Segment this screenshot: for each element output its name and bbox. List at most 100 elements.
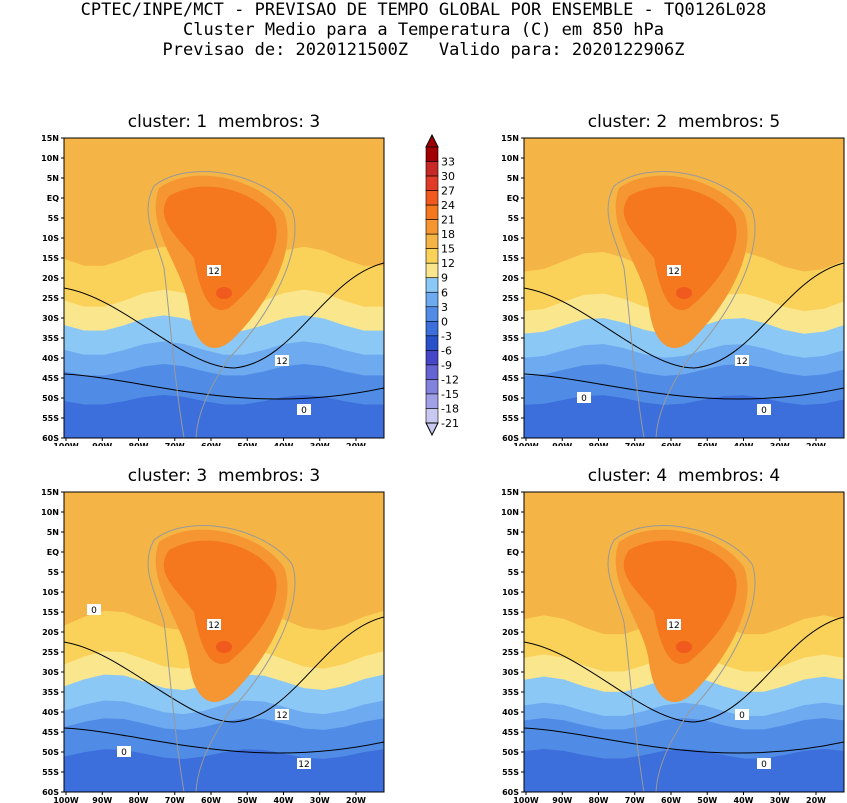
y-tick-label: 30S <box>42 314 59 323</box>
x-tick-label: 30W <box>310 442 330 446</box>
colorbar-bottom-arrow <box>425 422 439 437</box>
colorbar-swatch <box>425 146 439 162</box>
y-tick-label: 10N <box>501 508 519 517</box>
map-frame <box>63 137 385 439</box>
colorbar-label: -21 <box>441 417 459 430</box>
y-tick-label: 55S <box>42 768 59 777</box>
svg-text:12: 12 <box>276 357 287 367</box>
colorbar-label: 27 <box>441 185 455 198</box>
y-tick-label: 10S <box>42 234 59 243</box>
colorbar-swatch <box>425 204 439 220</box>
x-tick-label: 60W <box>201 442 221 446</box>
warm-region-21 <box>623 540 737 664</box>
x-tick-label: 40W <box>274 796 294 803</box>
y-tick-label: 15S <box>42 254 59 263</box>
svg-text:12: 12 <box>668 621 679 631</box>
y-tick-label: 10N <box>41 154 59 163</box>
colorbar-label: 15 <box>441 243 455 256</box>
colorbar-swatch <box>425 350 439 366</box>
colorbar-swatch <box>425 219 439 235</box>
y-tick-label: 55S <box>502 414 519 423</box>
svg-text:0: 0 <box>121 748 127 758</box>
map-panel-4: 12 0 0 15N 10N 5N EQ 5S 10S 15S 20S 25S 30S 35S 40S 45S… <box>501 488 845 803</box>
colorbar-label: -9 <box>441 359 452 372</box>
y-tick-label: 60S <box>502 434 519 443</box>
y-tick-label: 45S <box>502 728 519 737</box>
y-tick-label: EQ <box>47 548 59 557</box>
colorbar-label: 30 <box>441 170 455 183</box>
x-tick-label: 90W <box>92 796 112 803</box>
colorbar-swatch <box>425 175 439 191</box>
colorbar-swatch <box>425 233 439 249</box>
contour-label: 0 <box>87 604 101 616</box>
colorbar-label: 18 <box>441 228 455 241</box>
map-panel-1: 12 12 0 15N 10N 5N EQ 5S 10S 15S 20S 25S 30S 35S 40S 45… <box>41 134 385 446</box>
x-tick-label: 20W <box>346 796 366 803</box>
y-tick-label: 30S <box>502 668 519 677</box>
x-tick-label: 70W <box>625 796 645 803</box>
y-tick-label: 25S <box>42 648 59 657</box>
y-tick-label: 25S <box>42 294 59 303</box>
contour-label: 12 <box>735 355 749 367</box>
svg-text:12: 12 <box>298 760 309 770</box>
y-tick-label: 15S <box>502 254 519 263</box>
contour-label: 12 <box>667 619 681 631</box>
colorbar-swatch <box>425 393 439 409</box>
x-tick-label: 30W <box>770 442 790 446</box>
colorbar-label: -12 <box>441 373 459 386</box>
x-tick-label: 20W <box>346 442 366 446</box>
y-tick-label: 5N <box>507 174 519 183</box>
y-tick-label: 15S <box>502 608 519 617</box>
band-minus3 <box>524 749 844 792</box>
y-tick-label: EQ <box>507 548 519 557</box>
chart-date-line: Previsao de: 2020121500Z Valido para: 20… <box>162 40 685 60</box>
colorbar-swatch <box>425 262 439 279</box>
y-tick-label: 15N <box>41 134 59 143</box>
colorbar-label: -6 <box>441 344 452 357</box>
y-tick-label: 15N <box>501 488 519 497</box>
y-tick-label: 10N <box>501 154 519 163</box>
svg-text:12: 12 <box>668 267 679 277</box>
coastline <box>607 525 756 792</box>
y-tick-label: 25S <box>502 648 519 657</box>
colorbar-swatch <box>425 277 439 293</box>
map-frame <box>523 491 845 793</box>
warm-region-21 <box>163 540 277 664</box>
y-tick-label: 5N <box>507 528 519 537</box>
colorbar-label: 21 <box>441 214 455 227</box>
colorbar-label: 33 <box>441 156 455 169</box>
contour-label: 12 <box>275 709 289 721</box>
y-tick-label: 50S <box>42 394 59 403</box>
colorbar-swatch <box>425 161 439 177</box>
x-tick-label: 50W <box>697 442 717 446</box>
y-tick-label: 10N <box>41 508 59 517</box>
colorbar-top-arrow <box>425 133 439 148</box>
colorbar-label: 12 <box>441 257 455 270</box>
y-tick-label: 35S <box>502 334 519 343</box>
contour-label: 0 <box>757 758 771 770</box>
warm-core-24 <box>676 641 692 653</box>
warm-core-24 <box>216 641 232 653</box>
contour-12 <box>64 262 384 369</box>
contour-label: 0 <box>297 404 311 416</box>
colorbar-swatch <box>425 291 439 308</box>
colorbar-label: 0 <box>441 315 448 328</box>
y-tick-label: 40S <box>42 708 59 717</box>
x-tick-label: 40W <box>274 442 294 446</box>
y-tick-label: 45S <box>502 374 519 383</box>
x-tick-label: 70W <box>165 442 185 446</box>
svg-text:12: 12 <box>276 711 287 721</box>
svg-text:0: 0 <box>761 406 767 416</box>
colorbar-label: -3 <box>441 330 452 343</box>
svg-text:12: 12 <box>736 357 747 367</box>
y-tick-label: 60S <box>42 788 59 797</box>
panel-title-3: cluster: 3 membros: 3 <box>127 466 321 486</box>
x-tick-label: 50W <box>237 796 257 803</box>
contour-label: 0 <box>577 392 591 404</box>
x-tick-label: 90W <box>552 796 572 803</box>
contour-label: 12 <box>667 265 681 277</box>
contour-0 <box>64 373 384 400</box>
contour-label: 0 <box>117 746 131 758</box>
y-tick-label: 60S <box>502 788 519 797</box>
x-tick-label: 20W <box>806 442 826 446</box>
